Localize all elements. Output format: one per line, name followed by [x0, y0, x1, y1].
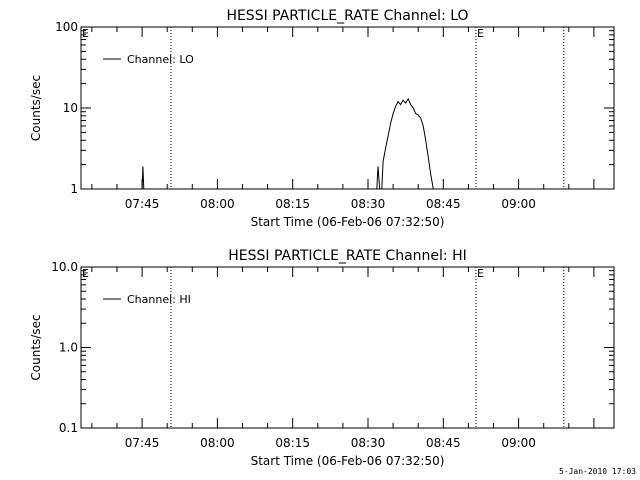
y-axis-label: Counts/sec — [29, 75, 43, 141]
chart-title: HESSI PARTICLE_RATE Channel: HI — [228, 248, 466, 264]
legend-label: Channel: LO — [127, 53, 194, 66]
y-tick-label: 10 — [63, 101, 78, 115]
x-tick-label: 08:45 — [426, 197, 461, 211]
y-axis-label: Counts/sec — [29, 314, 43, 380]
x-tick-label: 09:00 — [501, 436, 536, 450]
event-marker-label: E — [82, 27, 89, 40]
series-line-0-segment-1 — [376, 166, 382, 190]
x-tick-label: 08:00 — [200, 197, 235, 211]
x-tick-label: 08:30 — [351, 197, 386, 211]
x-tick-label: 08:00 — [200, 436, 235, 450]
y-tick-label: 1.0 — [59, 341, 78, 355]
series-line-0-segment-0 — [141, 166, 145, 190]
plot-frame — [80, 26, 615, 190]
plot-frame — [80, 266, 615, 429]
x-axis-label: Start Time (06-Feb-06 07:32:50) — [251, 454, 445, 468]
series-line-0-segment-2 — [381, 97, 434, 190]
x-tick-label: 08:30 — [351, 436, 386, 450]
y-tick-label: 10.0 — [51, 260, 78, 274]
x-axis-label: Start Time (06-Feb-06 07:32:50) — [251, 215, 445, 229]
x-tick-label: 08:15 — [275, 436, 310, 450]
y-tick-label: 0.1 — [59, 421, 78, 435]
event-marker-label: E — [477, 27, 484, 40]
y-tick-label: 100 — [55, 20, 78, 34]
x-tick-label: 09:00 — [501, 197, 536, 211]
date-stamp: 5-Jan-2010 17:03 — [559, 467, 636, 476]
x-tick-label: 08:15 — [275, 197, 310, 211]
x-tick-label: 08:45 — [426, 436, 461, 450]
y-tick-label: 1 — [70, 182, 78, 196]
event-marker-label: E — [82, 267, 89, 280]
x-tick-label: 07:45 — [125, 197, 160, 211]
event-marker-label: E — [477, 267, 484, 280]
chart-panel-0: HESSI PARTICLE_RATE Channel: LO Counts/se… — [29, 8, 615, 229]
legend-label: Channel: HI — [127, 293, 191, 306]
x-tick-label: 07:45 — [125, 436, 160, 450]
chart-title: HESSI PARTICLE_RATE Channel: LO — [226, 8, 468, 24]
chart-panel-1: HESSI PARTICLE_RATE Channel: HI Counts/se… — [29, 248, 615, 468]
